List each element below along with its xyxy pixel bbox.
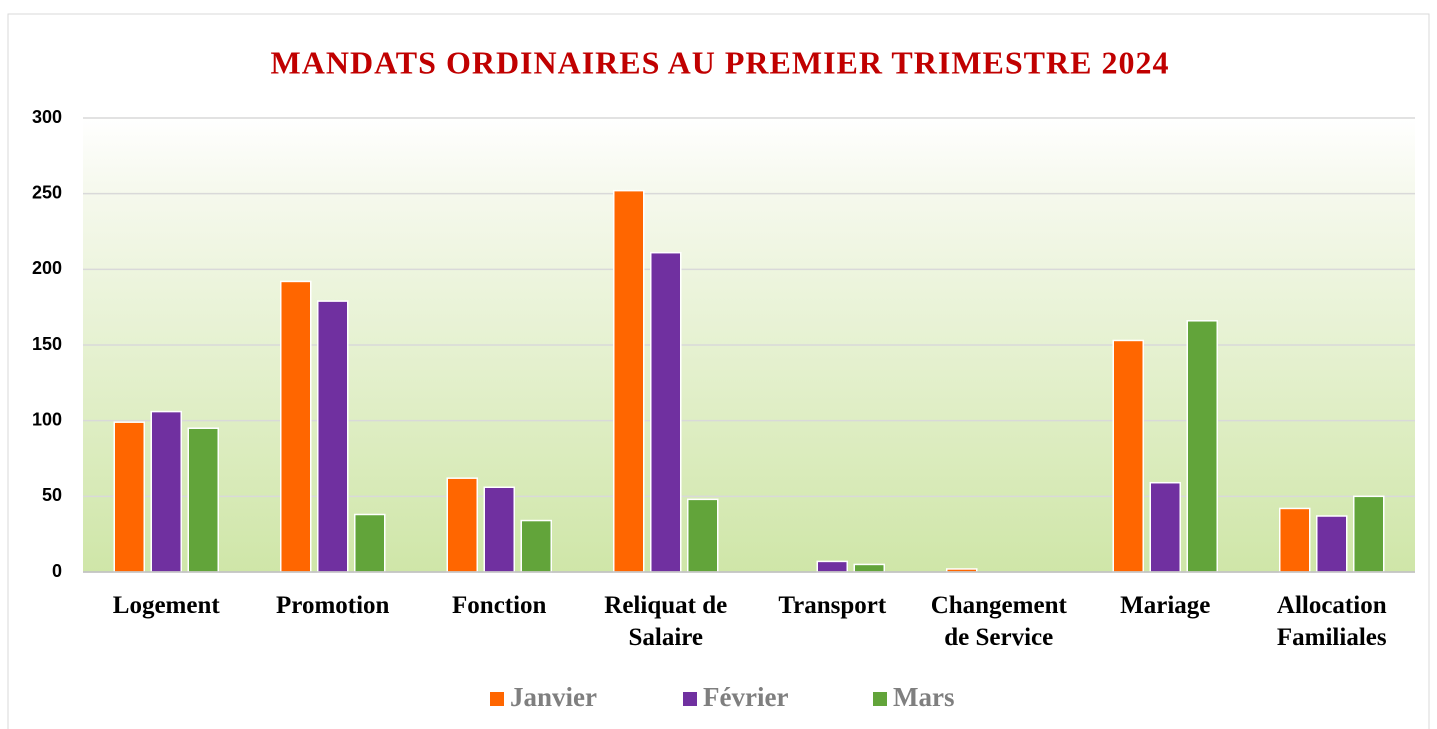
bar bbox=[1316, 515, 1348, 573]
y-tick-label: 200 bbox=[32, 258, 62, 278]
bar bbox=[280, 280, 312, 573]
x-tick-label: Allocation Familiales bbox=[1276, 592, 1387, 651]
x-tick-label: Promotion bbox=[276, 592, 390, 619]
legend-swatch bbox=[683, 692, 697, 706]
y-tick-label: 100 bbox=[32, 409, 62, 429]
legend-label: Janvier bbox=[510, 682, 597, 712]
y-tick-label: 150 bbox=[32, 334, 62, 354]
bar bbox=[687, 498, 719, 573]
legend-label: Février bbox=[703, 682, 788, 712]
bar bbox=[317, 300, 349, 573]
bar bbox=[816, 560, 848, 573]
chart-frame bbox=[7, 13, 1430, 729]
x-tick-label: Logement bbox=[112, 592, 220, 619]
bar bbox=[1149, 481, 1181, 573]
legend-swatch bbox=[490, 692, 504, 706]
bar bbox=[483, 486, 515, 573]
bar bbox=[650, 251, 682, 573]
bar bbox=[446, 477, 478, 573]
y-tick-label: 300 bbox=[32, 107, 62, 127]
x-tick-label: Changement de Service bbox=[930, 592, 1067, 651]
bar bbox=[613, 189, 645, 573]
y-tick-label: 50 bbox=[42, 485, 62, 505]
bar bbox=[853, 563, 885, 573]
bar bbox=[113, 421, 145, 573]
bar bbox=[1186, 320, 1218, 573]
bar bbox=[187, 427, 219, 573]
bar bbox=[1353, 495, 1385, 573]
x-tick-label: Reliquat de Salaire bbox=[604, 592, 728, 651]
bar bbox=[1112, 339, 1144, 573]
x-tick-label: Mariage bbox=[1120, 592, 1211, 619]
legend-label: Mars bbox=[893, 682, 954, 712]
bar bbox=[354, 513, 386, 573]
y-tick-label: 0 bbox=[52, 561, 62, 581]
chart-title: MANDATS ORDINAIRES AU PREMIER TRIMESTRE … bbox=[271, 44, 1170, 80]
legend-swatch bbox=[873, 692, 887, 706]
bar bbox=[150, 410, 182, 573]
y-tick-label: 250 bbox=[32, 182, 62, 202]
x-tick-label: Fonction bbox=[452, 592, 547, 619]
bar bbox=[1279, 507, 1311, 573]
x-tick-label: Transport bbox=[778, 592, 887, 619]
bar bbox=[520, 519, 552, 573]
